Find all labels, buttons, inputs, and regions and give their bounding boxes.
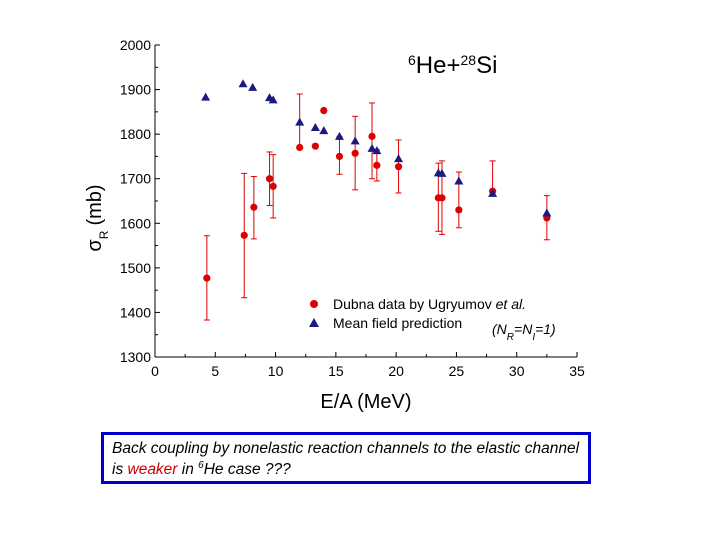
- data-point-circle: [265, 175, 274, 183]
- data-point-circle: [240, 231, 248, 239]
- title-symbol-a: He: [416, 52, 447, 79]
- data-point-circle: [368, 132, 376, 140]
- y-tick-label: 1800: [120, 126, 151, 142]
- title-symbol-b: Si: [476, 52, 497, 79]
- data-point-circle: [311, 142, 319, 150]
- prediction-point-triangle: [350, 136, 360, 145]
- data-point-circle: [438, 194, 446, 202]
- x-tick-label: 25: [449, 363, 465, 379]
- caption-text-1: Back coupling by nonelastic reaction cha…: [112, 440, 580, 478]
- cross-section-chart: 0 5 10 15 20 25 30 35 1300 1400 1500 1600 1700 1800 19…: [84, 37, 585, 413]
- y-axis-label: σR (mb): [84, 184, 111, 251]
- prediction-point-triangle: [542, 208, 552, 217]
- y-tick-label: 1700: [120, 171, 151, 187]
- prediction-point-triangle: [367, 143, 377, 152]
- prediction-point-triangle: [454, 176, 464, 185]
- prediction-point-triangle: [394, 154, 404, 163]
- chart-title: 6He+28Si: [408, 52, 497, 79]
- caption-mass-number: 6: [198, 459, 204, 471]
- legend-marker-prediction: [309, 318, 319, 327]
- prediction-point-triangle: [268, 95, 278, 104]
- x-tick-label: 30: [509, 363, 525, 379]
- prediction-point-triangle: [295, 117, 305, 126]
- y-tick-label: 1600: [120, 215, 151, 231]
- y-label-sub: R: [97, 230, 111, 239]
- data-point-circle: [269, 182, 277, 190]
- legend-label-prediction: Mean field prediction: [333, 315, 462, 331]
- x-tick-label: 15: [328, 363, 344, 379]
- data-point-circle: [394, 163, 403, 171]
- data-point-circle: [250, 203, 258, 211]
- prediction-point-triangle: [310, 122, 320, 131]
- y-label-symbol: σ: [84, 239, 106, 252]
- y-tick-label: 1500: [120, 260, 151, 276]
- data-point-circle: [351, 149, 359, 157]
- data-point-circle: [455, 206, 463, 214]
- prediction-point-triangle: [334, 131, 344, 140]
- data-point-circle: [373, 161, 381, 169]
- y-tick-label: 1900: [120, 82, 151, 98]
- prediction-point-triangle: [319, 126, 329, 135]
- y-label-unit: (mb): [84, 184, 106, 225]
- legend: Dubna data by Ugryumov et al. Mean field…: [309, 296, 556, 343]
- data-point-circle: [296, 143, 304, 152]
- x-tick-label: 5: [211, 363, 219, 379]
- normalization-annotation: (NR=NI=1): [492, 321, 556, 343]
- caption-highlight: weaker: [127, 461, 178, 478]
- legend-marker-data: [310, 300, 318, 308]
- prediction-point-triangle: [372, 146, 382, 155]
- title-mass-a: 6: [408, 52, 416, 68]
- y-tick-label: 1400: [120, 304, 151, 320]
- x-tick-label: 10: [268, 363, 284, 379]
- title-mass-b: 28: [461, 52, 477, 68]
- prediction-point-triangle: [488, 188, 498, 197]
- prediction-point-triangle: [238, 79, 248, 88]
- prediction-point-triangle: [437, 168, 447, 177]
- x-tick-label: 0: [151, 363, 159, 379]
- prediction-point-triangle: [201, 92, 211, 101]
- data-point-circle: [320, 106, 328, 115]
- caption-text-3: He case ???: [203, 461, 291, 478]
- x-axis-label: E/A (MeV): [320, 391, 411, 413]
- prediction-point-triangle: [248, 82, 258, 91]
- y-tick-label: 2000: [120, 37, 151, 53]
- y-tick-label: 1300: [120, 349, 151, 365]
- data-point-circle: [335, 152, 344, 161]
- legend-label-data: Dubna data by Ugryumov et al.: [333, 296, 526, 312]
- caption-box: Back coupling by nonelastic reaction cha…: [101, 432, 591, 484]
- caption-text-2: in: [177, 461, 199, 478]
- x-tick-label: 35: [569, 363, 585, 379]
- title-plus: +: [446, 52, 460, 79]
- data-point-circle: [203, 274, 211, 282]
- x-tick-label: 20: [388, 363, 404, 379]
